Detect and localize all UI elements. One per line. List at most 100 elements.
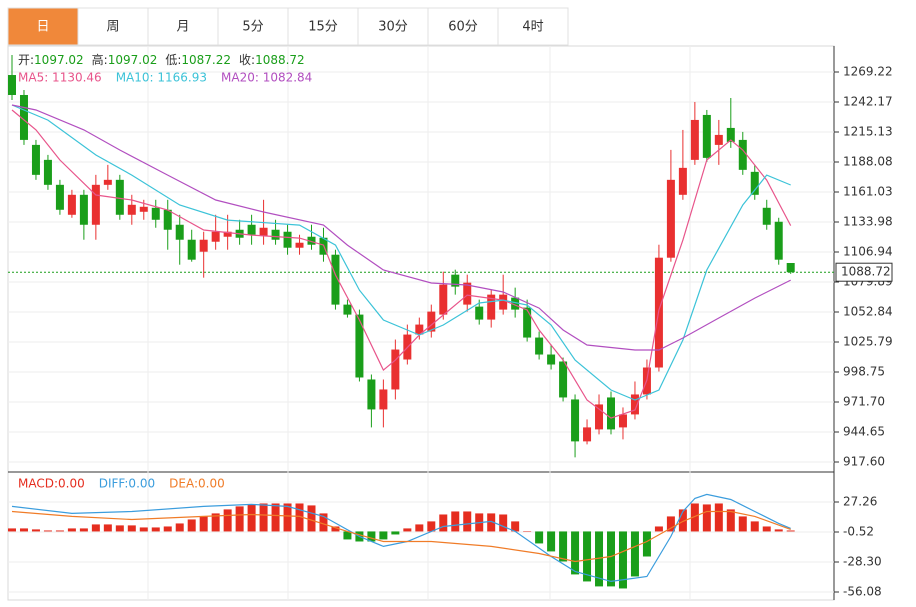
tab[interactable] (217, 7, 289, 46)
y-tick-label: 27.26 (843, 495, 877, 509)
macd-bar (8, 528, 16, 532)
macd-legend: MACD:0.00 (18, 477, 85, 491)
macd-bar (295, 503, 304, 532)
macd-legend: DEA:0.00 (169, 477, 225, 491)
tab[interactable] (147, 7, 219, 46)
ohlc-value: 1087.22 (181, 53, 231, 67)
macd-bar (199, 516, 208, 532)
macd-bar (630, 531, 639, 577)
macd-bar (654, 526, 663, 532)
tab-label[interactable]: 日 (36, 20, 49, 35)
tab[interactable] (287, 7, 359, 46)
y-tick-label: 1106.94 (843, 244, 893, 258)
candle-body (487, 294, 496, 320)
macd-bar (702, 504, 711, 532)
candle-body (702, 114, 711, 158)
macd-bar (618, 531, 627, 589)
tab-label[interactable]: 4时 (522, 20, 543, 35)
candle-body (43, 159, 52, 185)
macd-bar (19, 528, 28, 532)
macd-bar (127, 525, 136, 532)
candle-body (451, 274, 460, 287)
candle-body (127, 204, 136, 215)
candle-body (91, 184, 100, 225)
macd-bar (307, 505, 316, 532)
tab-label[interactable]: 15分 (308, 20, 338, 35)
candle-body (187, 239, 196, 260)
candle-body (415, 324, 424, 335)
ma-line (11, 104, 791, 351)
macd-bar (79, 528, 88, 532)
ma-legend: MA20: 1082.84 (221, 71, 312, 85)
candle-body (559, 361, 568, 398)
macd-bar (247, 504, 256, 532)
y-tick-label: 1269.22 (843, 65, 893, 79)
tab[interactable] (497, 7, 569, 46)
candle-body (211, 231, 220, 242)
macd-bar (463, 511, 472, 532)
macd-bar (523, 531, 532, 532)
macd-bar (163, 526, 172, 532)
macd-bar (211, 513, 220, 532)
ohlc-value: 1088.72 (255, 53, 305, 67)
tab[interactable] (7, 7, 79, 46)
tab-label[interactable]: 60分 (448, 20, 478, 35)
macd-bar (547, 531, 556, 552)
macd-bar (259, 503, 268, 532)
candle-body (726, 127, 735, 142)
macd-bar (91, 524, 100, 532)
candle-body (175, 224, 184, 240)
macd-legend: DIFF:0.00 (99, 477, 155, 491)
macd-bar (774, 529, 783, 532)
ohlc-label: 开: (18, 53, 34, 67)
macd-bar (714, 503, 723, 532)
candle-body (31, 144, 40, 175)
macd-bar (55, 530, 64, 532)
macd-bar (666, 516, 675, 532)
ma-line (11, 104, 791, 401)
candle-body (630, 394, 639, 415)
y-tick-label: -28.30 (843, 554, 882, 568)
candle-body (499, 294, 508, 310)
macd-bar (451, 511, 460, 532)
candle-body (678, 167, 687, 195)
tab-label[interactable]: 月 (176, 20, 189, 35)
macd-bar (379, 531, 388, 540)
candle-body (583, 427, 592, 442)
macd-bar (642, 531, 651, 557)
tab-label[interactable]: 周 (106, 20, 119, 35)
tab-label[interactable]: 5分 (242, 20, 263, 35)
candle-body (427, 311, 436, 332)
candle-body (151, 207, 160, 220)
macd-bar (367, 531, 376, 542)
last-price-box (835, 262, 893, 282)
ohlc-value: 1097.02 (108, 53, 158, 67)
macd-bar (571, 531, 580, 575)
ma-line (11, 109, 792, 419)
candle-body (367, 379, 376, 410)
macd-bar (103, 524, 112, 532)
tab[interactable] (77, 7, 149, 46)
candle-body (8, 75, 16, 95)
macd-bar (762, 526, 771, 532)
candle-body (595, 404, 604, 430)
candle-body (163, 209, 172, 230)
candle-body (115, 179, 124, 215)
macd-bar (115, 525, 124, 532)
tab-label[interactable]: 30分 (378, 20, 408, 35)
candle-body (55, 184, 64, 210)
candle-body (607, 397, 615, 430)
candle-body (391, 349, 400, 390)
candle-body (714, 134, 723, 145)
y-tick-label: 1188.08 (843, 154, 893, 168)
y-tick-label: 944.65 (843, 425, 885, 439)
macd-bar (223, 509, 232, 532)
ohlc-info: 开:1097.02 高:1097.02 低:1087.22 收:1088.72 (18, 52, 305, 67)
candle-body (199, 239, 208, 252)
last-price-label: 1088.72 (841, 265, 891, 279)
macd-bar (271, 503, 280, 532)
ma-legend: MA5: 1130.46 (18, 71, 102, 85)
candle-body (295, 242, 304, 248)
